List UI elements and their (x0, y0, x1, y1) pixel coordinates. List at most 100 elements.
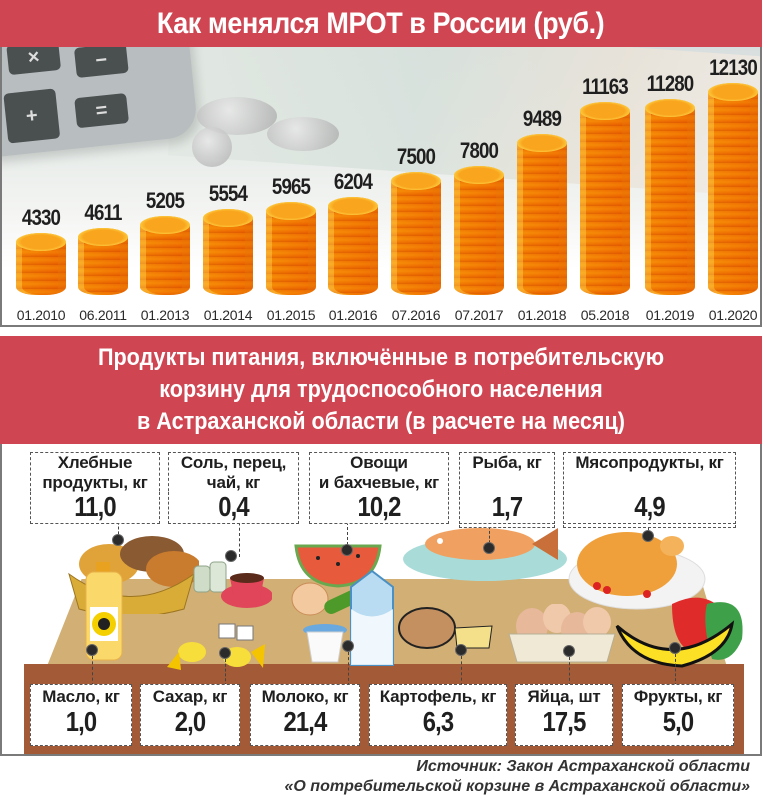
bar-date-label: 01.2015 (266, 307, 316, 323)
marker-dot-icon (225, 550, 237, 562)
coin-stack-bar (266, 202, 316, 295)
leader-line (348, 652, 349, 686)
leader-line (461, 656, 462, 686)
leader-line (225, 659, 226, 686)
leader-line (118, 512, 119, 544)
potato-icon (398, 607, 493, 649)
bar-date-label: 01.2014 (203, 307, 253, 323)
coin-stack-bar (454, 166, 504, 295)
bar-column: 9489 01.2018 (511, 47, 573, 325)
fruits-icon (615, 597, 743, 668)
bar-value-label: 6204 (333, 169, 373, 194)
source-note: Источник: Закон Астраханской области «О … (285, 757, 751, 797)
coin-stack-bar (78, 228, 128, 295)
label-oil: Масло, кг 1,0 (30, 684, 132, 746)
food-basket-panel: Хлебные продукты, кг Соль, перец, чай, к… (0, 444, 762, 756)
bar-value-label: 9489 (522, 106, 562, 131)
marker-dot-icon (86, 644, 98, 656)
leader-line (239, 512, 240, 557)
bar-value-label: 4330 (21, 205, 61, 230)
bar-date-label: 01.2016 (328, 307, 378, 323)
bar-date-label: 01.2020 (708, 307, 758, 323)
bar-column: 11163 05.2018 (574, 47, 636, 325)
yogurt-icon (303, 624, 347, 663)
label-fruits: Фрукты, кг 5,0 (622, 684, 734, 746)
bar-value-label: 12130 (709, 55, 758, 80)
leader-line (489, 512, 490, 548)
bar-date-label: 01.2019 (645, 307, 695, 323)
label-potato: Картофель, кг 6,3 (369, 684, 507, 746)
leader-line (347, 512, 348, 550)
bar-value-label: 11280 (646, 71, 695, 96)
value-fish: 1,7 (459, 492, 555, 524)
coin-stack-bar (391, 172, 441, 295)
fish-dish-icon (403, 528, 567, 581)
bar-date-label: 01.2013 (140, 307, 190, 323)
coin-background-icon (267, 117, 339, 151)
value-meat: 4,9 (563, 492, 736, 524)
food-section-banner: Продукты питания, включённые в потребите… (0, 336, 762, 444)
coin-stack-bar (708, 83, 758, 295)
label-sugar: Сахар, кг 2,0 (140, 684, 240, 746)
coin-stack-bar (16, 233, 66, 295)
marker-dot-icon (642, 530, 654, 542)
label-eggs: Яйца, шт 17,5 (515, 684, 613, 746)
eggs-tray-icon (508, 604, 616, 663)
bar-date-label: 01.2018 (517, 307, 567, 323)
bar-chart: 4330 01.2010 4611 06.2011 5205 01.2013 5554 01.… (2, 47, 760, 325)
bar-value-label: 5205 (145, 188, 185, 213)
candies-sugar-icon (167, 623, 265, 670)
marker-dot-icon (669, 642, 681, 654)
bar-value-label: 7500 (396, 144, 436, 169)
bar-value-label: 11163 (582, 74, 629, 99)
coin-background-icon (192, 127, 232, 167)
milk-carton-icon (350, 569, 394, 666)
value-bread: 11,0 (30, 492, 160, 524)
bar-value-label: 7800 (459, 138, 499, 163)
bar-column: 7500 07.2016 (385, 47, 447, 325)
value-salt-pepper-tea: 0,4 (168, 492, 299, 524)
bar-column: 5554 01.2014 (197, 47, 259, 325)
marker-dot-icon (563, 645, 575, 657)
source-line-1: Источник: Закон Астраханской области (416, 758, 750, 775)
bar-date-label: 07.2017 (454, 307, 504, 323)
bar-column: 4330 01.2010 (10, 47, 72, 325)
bar-date-label: 06.2011 (79, 307, 127, 323)
chart-title: Как менялся МРОТ в России (руб.) (157, 7, 605, 40)
leader-line (675, 654, 676, 686)
marker-dot-icon (219, 647, 231, 659)
marker-dot-icon (342, 640, 354, 652)
source-line-2: «О потребительской корзине в Астраханско… (284, 778, 751, 795)
marker-dot-icon (341, 544, 353, 556)
leader-line (569, 657, 570, 686)
bar-column: 5965 01.2015 (260, 47, 322, 325)
coin-stack-bar (645, 99, 695, 295)
marker-dot-icon (112, 534, 124, 546)
coin-stack-bar (517, 134, 567, 295)
chart-title-banner: Как менялся МРОТ в России (руб.) (0, 0, 762, 47)
coin-stack-bar (328, 197, 378, 295)
bar-column: 6204 01.2016 (322, 47, 384, 325)
bar-column: 5205 01.2013 (134, 47, 196, 325)
food-title-line-2: корзину для трудоспособного населения (159, 376, 603, 403)
bar-value-label: 5554 (208, 181, 248, 206)
bar-value-label: 5965 (271, 174, 311, 199)
coin-stack-bar (140, 216, 190, 295)
bar-column: 4611 06.2011 (72, 47, 134, 325)
coin-stack-bar (580, 102, 630, 295)
roast-chicken-icon (568, 532, 706, 610)
sunflower-oil-bottle-icon (85, 562, 123, 661)
bar-column: 7800 07.2017 (448, 47, 510, 325)
bar-date-label: 07.2016 (391, 307, 441, 323)
mrot-chart-panel: × − + = 4330 01.2010 4611 06.2011 5205 01.201… (0, 47, 762, 327)
bar-date-label: 05.2018 (580, 307, 630, 323)
bar-date-label: 01.2010 (16, 307, 66, 323)
vegetables-melon-icon (291, 544, 382, 616)
value-vegetables: 10,2 (309, 492, 449, 524)
salt-pepper-tea-icon (193, 561, 272, 608)
bar-column: 11280 01.2019 (639, 47, 701, 325)
food-title-line-1: Продукты питания, включённые в потребите… (97, 344, 665, 371)
label-milk: Молоко, кг 21,4 (250, 684, 360, 746)
bar-column: 12130 01.2020 (702, 47, 760, 325)
food-title-line-3: в Астраханской области (в расчете на мес… (137, 408, 625, 435)
